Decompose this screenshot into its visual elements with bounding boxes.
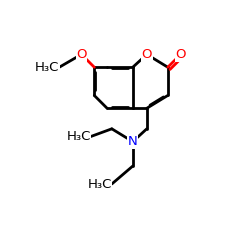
Text: O: O xyxy=(176,48,186,61)
Text: H₃C: H₃C xyxy=(88,178,112,190)
Text: H₃C: H₃C xyxy=(66,130,91,143)
Text: H₃C: H₃C xyxy=(35,61,59,74)
Text: O: O xyxy=(142,48,152,61)
Text: N: N xyxy=(128,135,138,148)
Text: O: O xyxy=(76,48,87,61)
